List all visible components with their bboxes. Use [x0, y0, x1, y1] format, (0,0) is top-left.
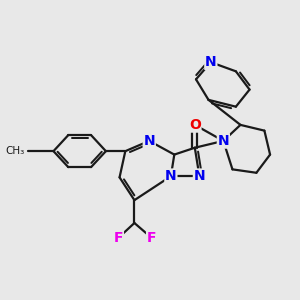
Text: N: N: [218, 134, 229, 148]
Text: O: O: [189, 118, 201, 132]
Text: N: N: [205, 55, 217, 69]
Text: N: N: [194, 169, 205, 183]
Text: F: F: [114, 231, 123, 245]
Text: N: N: [165, 169, 177, 183]
Text: N: N: [143, 134, 155, 148]
Text: F: F: [147, 231, 156, 245]
Text: CH₃: CH₃: [6, 146, 25, 156]
